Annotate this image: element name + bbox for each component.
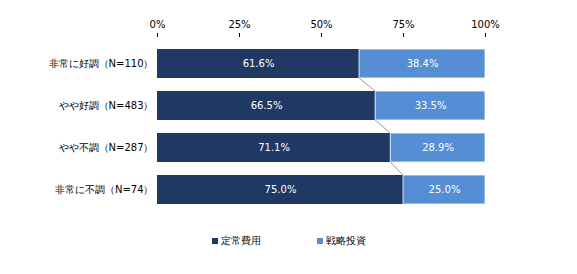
svg-text:38.4%: 38.4%	[407, 58, 439, 69]
svg-text:61.6%: 61.6%	[243, 58, 275, 69]
svg-text:非常に好調（N=110）: 非常に好調（N=110）	[49, 58, 154, 69]
svg-text:33.5%: 33.5%	[415, 100, 447, 111]
svg-text:やや好調（N=483）: やや好調（N=483）	[59, 100, 154, 111]
svg-text:75%: 75%	[392, 19, 414, 30]
svg-text:28.9%: 28.9%	[422, 142, 454, 153]
svg-text:71.1%: 71.1%	[258, 142, 290, 153]
svg-text:75.0%: 75.0%	[265, 184, 297, 195]
svg-text:66.5%: 66.5%	[251, 100, 283, 111]
svg-text:50%: 50%	[310, 19, 332, 30]
svg-text:非常に不調（N=74）: 非常に不調（N=74）	[55, 184, 154, 195]
svg-text:0%: 0%	[150, 19, 166, 30]
svg-text:25%: 25%	[228, 19, 250, 30]
svg-text:25.0%: 25.0%	[429, 184, 461, 195]
html-text:定常費用: 定常費用	[220, 235, 261, 246]
svg-text:やや不調（N=287）: やや不調（N=287）	[59, 142, 154, 153]
html-text:戦略投資: 戦略投資	[325, 235, 366, 246]
svg-text:100%: 100%	[471, 19, 500, 30]
